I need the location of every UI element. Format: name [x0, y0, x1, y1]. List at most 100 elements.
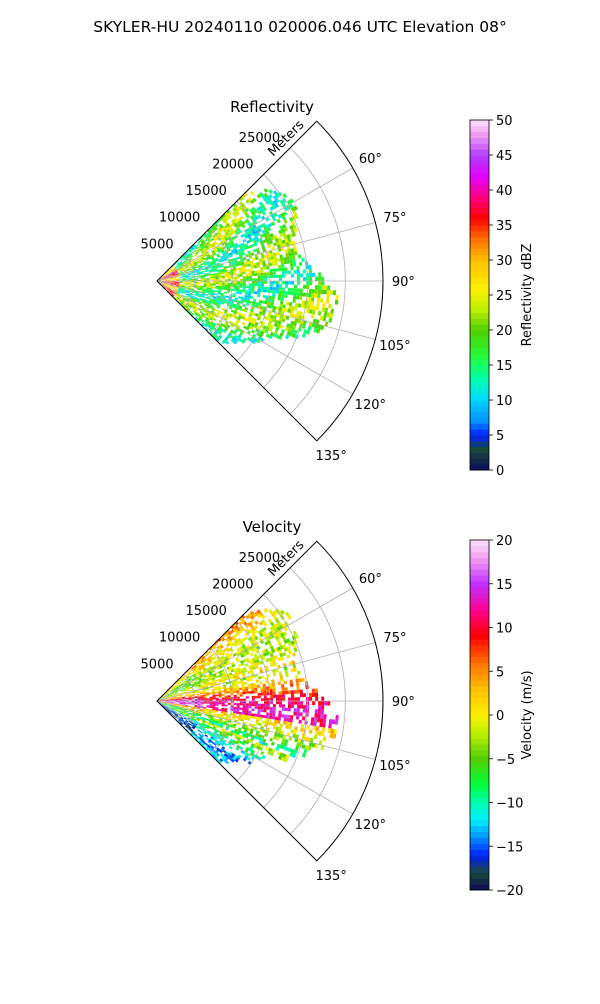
radar-gate: [234, 697, 237, 699]
radar-gate: [271, 742, 275, 746]
radar-gate: [210, 278, 213, 280]
radar-gate: [297, 701, 300, 705]
radar-gate: [318, 289, 321, 293]
radar-gate: [189, 699, 192, 700]
colorbar-segment: [470, 668, 489, 674]
colorbar-segment: [470, 272, 489, 278]
radar-gate: [227, 273, 230, 275]
radar-gate: [242, 290, 245, 293]
radar-gate: [276, 284, 279, 287]
radar-gate: [261, 706, 264, 709]
radar-gate: [283, 257, 287, 261]
radar-gate: [294, 288, 297, 292]
radar-gate: [237, 277, 240, 279]
azimuth-tick-label: 60°: [359, 152, 382, 167]
radar-gate: [278, 681, 281, 685]
radar-gate: [192, 279, 195, 280]
radar-gate: [207, 278, 210, 279]
radar-gate: [327, 701, 330, 706]
radar-gate: [215, 287, 218, 289]
radar-gate: [264, 701, 267, 704]
colorbar-segment: [470, 283, 489, 289]
radar-gate: [203, 271, 206, 273]
colorbar-segment: [470, 622, 489, 628]
radar-gate: [297, 708, 300, 712]
radar-gate: [215, 273, 218, 275]
colorbar-segment: [470, 377, 489, 383]
radar-gate: [237, 283, 240, 285]
radar-gate: [204, 278, 207, 279]
radar-gate: [222, 284, 225, 286]
radar-gate: [233, 287, 236, 289]
radar-gate: [291, 690, 294, 694]
radar-gate: [215, 286, 218, 288]
radar-gate: [320, 714, 323, 719]
radar-gate: [250, 716, 253, 719]
radar-gate: [259, 262, 262, 265]
radar-gate: [318, 281, 321, 285]
radar-gate: [335, 715, 338, 720]
radar-gate: [294, 285, 297, 289]
radar-gate: [288, 281, 291, 285]
radar-gate: [279, 724, 283, 728]
radar-gate: [294, 727, 298, 731]
colorbar-tick-label: 0: [496, 464, 504, 479]
radar-gate: [249, 283, 252, 286]
radar-gate: [189, 670, 192, 673]
colorbar-label: Reflectivity dBZ: [520, 244, 535, 347]
radar-gate: [270, 281, 273, 284]
radar-gate: [212, 287, 215, 289]
radar-gate: [335, 720, 339, 725]
radar-gate: [249, 286, 252, 289]
colorbar-segment: [470, 645, 489, 651]
colorbar-segment: [470, 814, 489, 820]
radar-gate: [240, 283, 243, 285]
radar-gate: [280, 301, 284, 305]
colorbar-segment: [470, 762, 489, 768]
radar-gate: [311, 297, 314, 301]
radar-gate: [201, 703, 204, 704]
colorbar-segment: [470, 371, 489, 377]
colorbar-segment: [470, 873, 489, 879]
colorbar-segment: [470, 336, 489, 342]
radar-gate: [260, 690, 263, 693]
radar-gate: [267, 701, 270, 704]
radar-gate: [278, 717, 281, 721]
radar-gate: [207, 282, 210, 283]
radar-gate: [288, 270, 291, 274]
colorbar-segment: [470, 803, 489, 809]
radar-gate: [236, 268, 239, 271]
radar-gate: [236, 291, 239, 294]
radar-gate: [246, 696, 249, 698]
radar-gate: [282, 708, 285, 712]
radar-gate: [209, 692, 212, 694]
radar-gate: [210, 702, 213, 704]
radar-gate: [240, 694, 243, 696]
radar-gate: [271, 259, 274, 263]
radar-gate: [294, 270, 297, 274]
radar-gate: [273, 275, 276, 278]
colorbar-segment: [470, 744, 489, 750]
radar-gate: [255, 284, 258, 287]
radar-gate: [245, 664, 249, 667]
radar-gate: [264, 281, 267, 284]
radar-gate: [281, 291, 284, 295]
azimuth-gridline: [157, 281, 353, 394]
radar-gate: [234, 285, 237, 287]
radar-gate: [236, 289, 239, 291]
colorbar-tick-label: −5: [496, 753, 515, 768]
radar-gate: [219, 283, 222, 285]
radar-gate: [288, 704, 291, 708]
radar-gate: [299, 712, 302, 716]
radar-gate: [283, 680, 286, 684]
radar-gate: [279, 694, 282, 697]
radar-gate: [242, 692, 245, 695]
radar-gate: [261, 278, 264, 281]
radar-gate: [321, 701, 324, 705]
radar-gate: [210, 704, 213, 706]
colorbar-segment: [470, 733, 489, 739]
radar-gate: [284, 294, 287, 298]
radar-gate: [251, 708, 254, 711]
radar-gate: [239, 268, 242, 271]
